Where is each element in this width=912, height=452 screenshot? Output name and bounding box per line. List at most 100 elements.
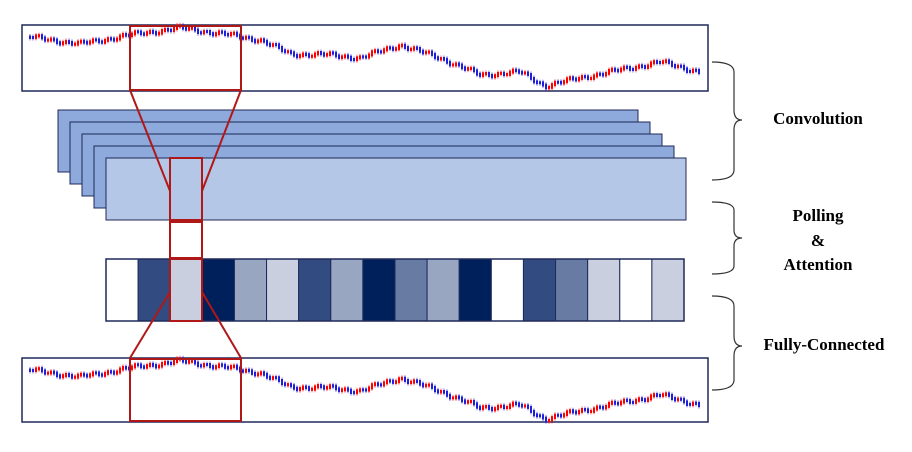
candle-body [683, 64, 685, 71]
candle-body [341, 55, 343, 60]
candle-body [470, 399, 472, 404]
candle-body [473, 399, 475, 406]
candle-body [236, 31, 238, 37]
candle-body [491, 73, 493, 79]
candle-body [551, 83, 553, 89]
candle-body [80, 372, 82, 377]
candle-body [224, 363, 226, 369]
candle-body [374, 49, 376, 54]
candle-body [689, 69, 691, 73]
candle-body [644, 398, 646, 402]
candle-body [584, 75, 586, 79]
candle-body [62, 374, 64, 379]
candle-body [638, 64, 640, 69]
candle-body [122, 32, 124, 38]
label-convolution: Convolution [773, 109, 863, 128]
candle-body [230, 365, 232, 370]
attention-cell [619, 258, 653, 322]
candle-body [326, 386, 328, 390]
candle-body [218, 363, 220, 369]
candle-body [422, 49, 424, 55]
candle-body [248, 368, 250, 373]
candle-body [131, 32, 133, 38]
candle-body [146, 364, 148, 369]
candle-body [293, 384, 295, 390]
attention-cell [201, 258, 235, 322]
candle-body [272, 376, 274, 380]
output-price-chart [21, 355, 709, 424]
candle-body [101, 40, 103, 44]
candle-body [314, 52, 316, 58]
candle-body [566, 410, 568, 417]
candle-body [593, 407, 595, 413]
candle-body [194, 359, 196, 365]
candle-body [203, 30, 205, 35]
candle-body [299, 387, 301, 392]
candle-body [431, 383, 433, 389]
candle-body [161, 362, 163, 368]
receptive-field-highlight [129, 25, 242, 422]
candle-body [479, 405, 481, 411]
candle-body [395, 47, 397, 51]
candle-body [185, 359, 187, 364]
candle-body [602, 72, 604, 77]
candle-body [692, 68, 694, 73]
candle-body [44, 369, 46, 375]
candle-body [305, 385, 307, 390]
candle-body [56, 371, 58, 378]
candle-body [386, 46, 388, 52]
candle-body [413, 46, 415, 51]
candle-body [551, 416, 553, 422]
candle-body [467, 400, 469, 404]
candle-body [332, 384, 334, 388]
candle-body [497, 71, 499, 78]
candle-body [119, 34, 121, 41]
candle-body [626, 398, 628, 402]
candle-body [488, 405, 490, 410]
attention-cell [362, 258, 396, 322]
candle-body [92, 38, 94, 44]
candle-body [164, 360, 166, 366]
candle-body [203, 363, 205, 368]
candle-body [668, 392, 670, 397]
candle-body [641, 64, 643, 69]
candle-body [515, 401, 517, 406]
candle-body [620, 67, 622, 73]
candle-body [65, 372, 67, 378]
candle-body [656, 60, 658, 64]
candle-body [410, 47, 412, 52]
candle-body [269, 42, 271, 47]
candle-body [461, 396, 463, 403]
candle-body [344, 54, 346, 59]
candle-body [629, 399, 631, 404]
candle-body [476, 69, 478, 76]
candle-body [614, 67, 616, 72]
candle-body [236, 364, 238, 370]
candle-body [206, 30, 208, 33]
candle-body [227, 32, 229, 37]
candle-body [641, 397, 643, 402]
candle-body [251, 36, 253, 42]
candle-body [284, 382, 286, 387]
candle-body [536, 80, 538, 85]
candle-body [266, 39, 268, 46]
candle-body [677, 397, 679, 402]
candle-body [662, 60, 664, 65]
candle-body [254, 371, 256, 377]
candle-body [320, 384, 322, 389]
candle-body [338, 54, 340, 60]
candle-body [509, 70, 511, 76]
candle-body [287, 383, 289, 387]
candle-body [74, 375, 76, 379]
candle-body [653, 60, 655, 65]
candle-body [380, 50, 382, 54]
candle-body [656, 393, 658, 397]
candle-body [665, 392, 667, 397]
candle-body [230, 32, 232, 37]
candle-body [341, 388, 343, 393]
candle-body [521, 403, 523, 408]
candle-body [587, 408, 589, 413]
candle-body [131, 365, 133, 371]
candle-body [569, 76, 571, 81]
candle-body [185, 26, 187, 31]
